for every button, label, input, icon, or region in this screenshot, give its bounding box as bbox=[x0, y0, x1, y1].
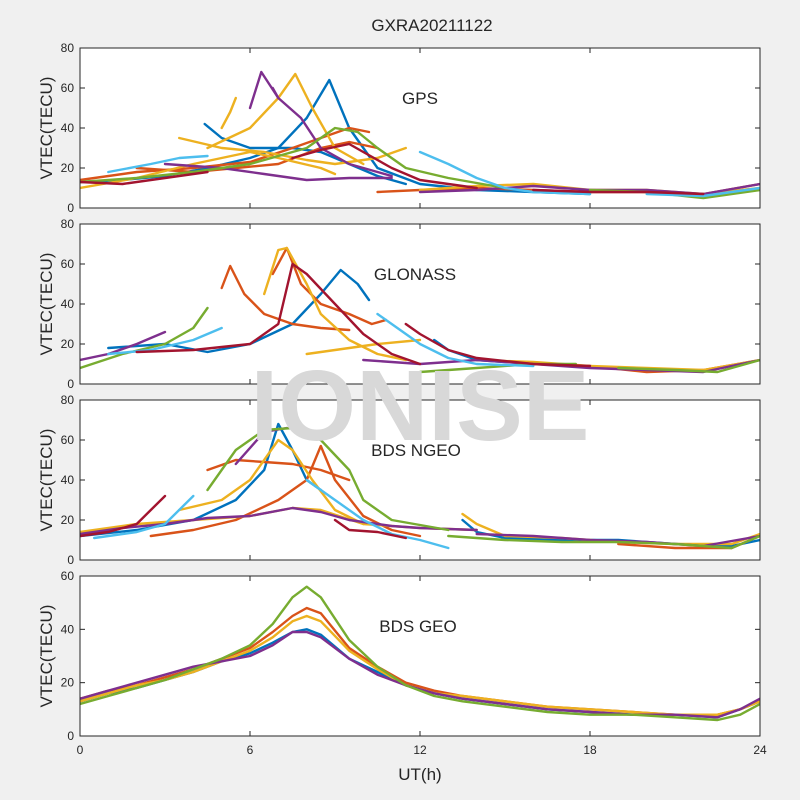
series-group bbox=[80, 246, 760, 374]
y-tick-label: 60 bbox=[61, 257, 75, 271]
series-line-5 bbox=[80, 585, 760, 722]
series-line-15 bbox=[376, 312, 535, 368]
series-group bbox=[80, 422, 760, 550]
series-line-13 bbox=[447, 534, 760, 550]
y-tick-label: 80 bbox=[61, 217, 75, 231]
plot-area bbox=[80, 576, 760, 736]
series-line-9 bbox=[80, 506, 478, 536]
series-line-6 bbox=[220, 96, 237, 130]
panel-3: 0 20 40 60 80 VTEC(TECU) BDS NGEO bbox=[37, 393, 761, 567]
series-line-13 bbox=[617, 358, 760, 374]
y-tick-label: 80 bbox=[61, 393, 75, 407]
series-line-16 bbox=[135, 262, 422, 366]
series-line-11 bbox=[248, 70, 393, 178]
series-line-3 bbox=[220, 264, 351, 332]
y-tick-label: 0 bbox=[67, 729, 74, 743]
series-line-17 bbox=[333, 518, 407, 540]
series-group bbox=[80, 70, 760, 200]
series-line-15 bbox=[80, 126, 507, 190]
series-line-14 bbox=[107, 326, 223, 356]
y-tick-label: 40 bbox=[61, 473, 75, 487]
x-tick-label: 18 bbox=[583, 743, 597, 757]
panel-1: 0 20 40 60 80 VTEC(TECU) GPS bbox=[37, 41, 761, 215]
y-tick-label: 20 bbox=[61, 161, 75, 175]
panel-2: 0 20 40 60 80 VTEC(TECU) GLONASS bbox=[37, 217, 761, 391]
y-tick-label: 20 bbox=[61, 676, 75, 690]
y-tick-label: 40 bbox=[61, 297, 75, 311]
series-line-3 bbox=[206, 458, 351, 482]
y-axis-label: VTEC(TECU) bbox=[37, 253, 56, 356]
series-line-18 bbox=[418, 150, 592, 196]
y-tick-label: 60 bbox=[61, 569, 75, 583]
series-group bbox=[80, 585, 760, 722]
y-tick-label: 60 bbox=[61, 433, 75, 447]
series-line-20 bbox=[291, 142, 478, 190]
y-tick-label: 20 bbox=[61, 513, 75, 527]
plot-area bbox=[80, 400, 760, 560]
y-tick-label: 0 bbox=[67, 553, 74, 567]
series-line-13 bbox=[271, 86, 280, 100]
series-line-8 bbox=[178, 136, 407, 166]
y-axis-label: VTEC(TECU) bbox=[37, 605, 56, 708]
panel-4: 0 20 40 60 0 6 12 18 24 VTEC(TECU) UT(h) BDS GEO bbox=[37, 569, 767, 784]
series-line-16 bbox=[80, 494, 167, 538]
system-label: BDS GEO bbox=[379, 617, 456, 636]
y-axis-label: VTEC(TECU) bbox=[37, 77, 56, 180]
series-line-12 bbox=[206, 426, 450, 532]
y-tick-label: 40 bbox=[61, 121, 75, 135]
series-line-3 bbox=[80, 614, 760, 716]
series-line-19 bbox=[645, 186, 760, 198]
system-label: GPS bbox=[402, 89, 438, 108]
series-line-6 bbox=[178, 438, 365, 526]
y-tick-label: 0 bbox=[67, 201, 74, 215]
series-line-12 bbox=[163, 162, 393, 182]
y-tick-label: 60 bbox=[61, 81, 75, 95]
series-line-21 bbox=[80, 170, 209, 186]
series-line-17 bbox=[404, 322, 592, 368]
series-line-14 bbox=[93, 494, 195, 540]
y-tick-label: 0 bbox=[67, 377, 74, 391]
y-tick-label: 80 bbox=[61, 41, 75, 55]
system-label: BDS NGEO bbox=[371, 441, 461, 460]
x-tick-label: 6 bbox=[247, 743, 254, 757]
series-line-17 bbox=[107, 154, 209, 174]
plot-area bbox=[80, 48, 760, 208]
x-axis-label: UT(h) bbox=[398, 765, 441, 784]
series-line-7 bbox=[305, 338, 422, 356]
series-line-15 bbox=[305, 478, 450, 550]
series-line-6 bbox=[263, 246, 407, 362]
series-line-11 bbox=[80, 306, 209, 370]
watermark-text: IONISE bbox=[251, 350, 590, 462]
series-line-22 bbox=[532, 188, 705, 196]
plot-area bbox=[80, 224, 760, 384]
y-axis-label: VTEC(TECU) bbox=[37, 429, 56, 532]
series-line-9 bbox=[80, 330, 167, 362]
system-label: GLONASS bbox=[374, 265, 456, 284]
y-tick-label: 40 bbox=[61, 622, 75, 636]
x-tick-label: 24 bbox=[753, 743, 767, 757]
x-tick-label: 12 bbox=[413, 743, 427, 757]
figure-title: GXRA20211122 bbox=[371, 16, 492, 35]
y-tick-label: 20 bbox=[61, 337, 75, 351]
x-tick-label: 0 bbox=[77, 743, 84, 757]
